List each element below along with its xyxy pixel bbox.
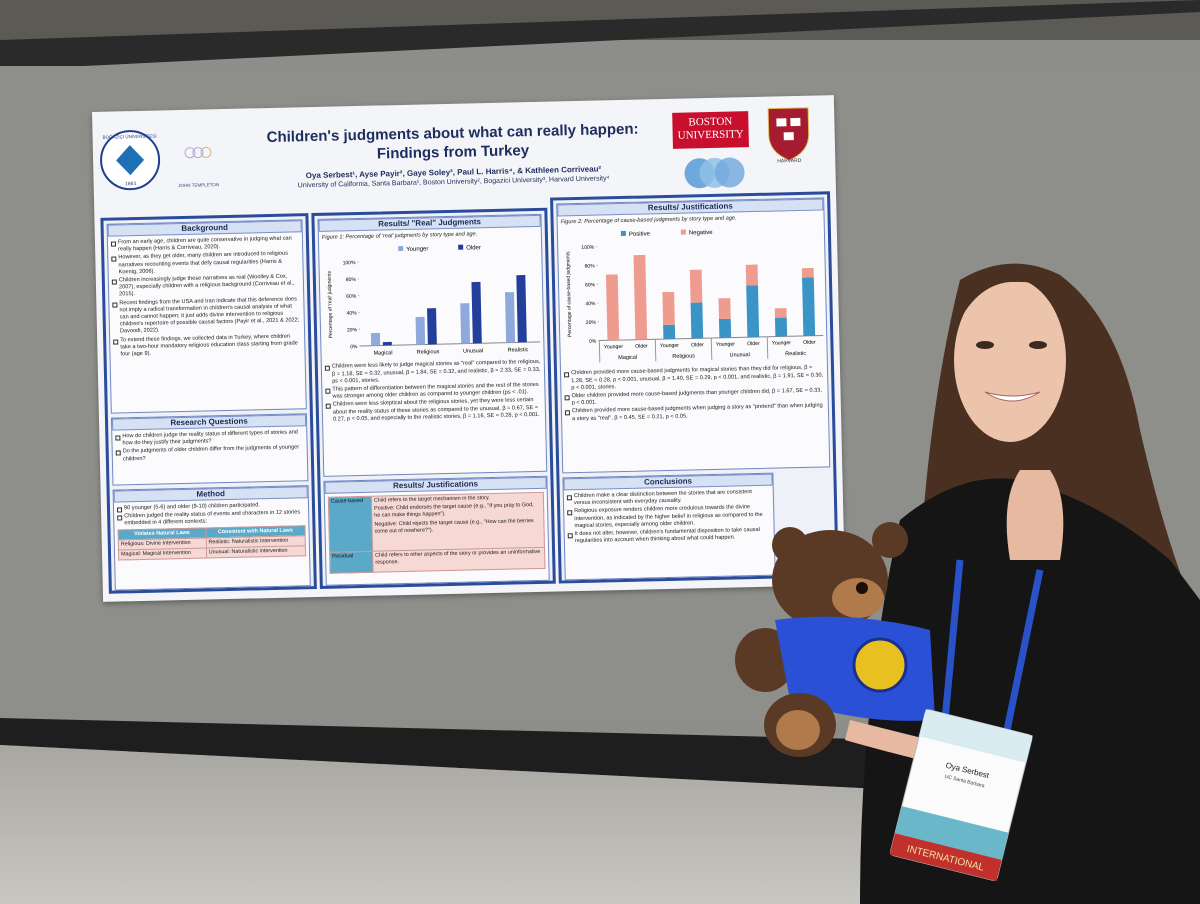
hair-top <box>955 277 1075 330</box>
badge-top <box>919 709 1033 763</box>
y-tick-label: 20% <box>586 320 597 326</box>
bar-segment <box>745 264 758 286</box>
harvard-name: HARVARD <box>777 158 802 165</box>
x-tick-label: Realistic <box>508 347 529 353</box>
bar-segment <box>801 268 814 278</box>
x-tick-label: Older <box>635 344 648 350</box>
frame-top <box>0 0 1200 70</box>
frame-bottom <box>0 718 900 790</box>
bar <box>415 316 426 345</box>
x-tick-label: Older <box>803 340 816 346</box>
figure-2: Percentage of cause-based judgments 0% 20%… <box>565 229 824 363</box>
harvard-shield: HARVARD <box>767 107 810 165</box>
legend-label: Older <box>466 245 481 251</box>
bar-segment <box>690 302 704 339</box>
bar-segment <box>746 285 760 338</box>
smile <box>984 391 1041 402</box>
bear-ear <box>872 522 908 558</box>
sponsor-name: JOHN TEMPLETON <box>178 182 219 188</box>
bear-snout <box>832 578 884 618</box>
y-axis-label: Percentage of cause-based judgments <box>565 251 573 337</box>
bar-segment <box>718 318 732 339</box>
x-tick-label: Younger <box>660 343 680 349</box>
x-group-label: Realistic <box>785 351 806 357</box>
seal-name: BOĞAZİÇİ ÜNİVERSİTESİ <box>102 133 156 140</box>
bar <box>471 282 482 344</box>
legend-label: Negative <box>689 230 713 237</box>
justification-results-section: Results/ Justifications Figure 2: Percen… <box>556 197 831 474</box>
figure-1: Percentage of 'real' judgments 0% 20% 40% 60… <box>327 244 541 357</box>
legend-swatch <box>620 231 626 237</box>
x-tick-label: Younger <box>772 340 792 346</box>
real-results-section: Results/ "Real" Judgments Figure 1: Perc… <box>317 213 548 477</box>
bar-segment <box>663 324 676 340</box>
y-tick-label: 80% <box>585 264 596 270</box>
eye <box>976 341 994 349</box>
badge-band <box>895 806 1009 860</box>
x-group-label: Magical <box>618 355 637 361</box>
lab-logo <box>684 157 745 189</box>
badge-ribbon <box>889 833 1002 882</box>
face <box>954 278 1066 442</box>
x-tick-label: Unusual <box>463 348 483 354</box>
badge: Oya Serbest UC Santa Barbara INTERNATION… <box>889 709 1033 882</box>
y-tick-label: 40% <box>585 301 596 307</box>
y-tick-label: 40% <box>347 311 358 317</box>
bar-segment <box>689 269 703 303</box>
bar <box>516 275 527 343</box>
bar <box>460 303 471 344</box>
y-tick-label: 100% <box>581 245 594 251</box>
bar-segment <box>605 274 620 341</box>
x-tick-label: Older <box>691 342 704 348</box>
bar-segment <box>633 255 648 340</box>
bear-ear <box>772 527 808 563</box>
floor <box>0 745 900 904</box>
y-tick-label: 60% <box>346 294 357 300</box>
hand <box>845 720 930 760</box>
bear-nose <box>856 582 868 594</box>
middle-column: Results/ "Real" Judgments Figure 1: Perc… <box>311 207 556 589</box>
x-tick-label: Younger <box>604 344 624 350</box>
seal-year: 1863 <box>125 181 136 187</box>
y-tick-label: 80% <box>346 277 357 283</box>
legend-label: Younger <box>406 247 428 254</box>
bar-segment <box>802 277 816 337</box>
y-tick-label: 20% <box>347 327 358 333</box>
y-axis-label: Percentage of 'real' judgments <box>327 271 335 339</box>
y-tick-label: 0% <box>589 339 597 345</box>
x-group-label: Unusual <box>730 352 750 358</box>
shirt-emblem <box>852 637 908 693</box>
neck <box>1006 470 1064 560</box>
x-tick-label: Religious <box>417 349 440 356</box>
lanyard <box>941 559 1044 741</box>
seal: BOĞAZİÇİ ÜNİVERSİTESİ 1863 <box>100 130 161 191</box>
x-group-label: Religious <box>672 354 695 361</box>
legend-swatch <box>680 229 686 235</box>
legend-label: Positive <box>629 232 651 238</box>
x-tick-label: Younger <box>716 342 736 348</box>
y-tick-label: 100% <box>343 260 356 266</box>
x-tick-label: Magical <box>374 350 393 356</box>
bar-segment <box>774 317 788 337</box>
eye <box>1029 341 1047 349</box>
y-tick-label: 0% <box>350 344 358 350</box>
bar-segment <box>662 292 675 326</box>
bar <box>382 342 392 346</box>
bar <box>427 308 437 345</box>
bar-segment <box>774 308 787 318</box>
poster: BOĞAZİÇİ ÜNİVERSİTESİ 1863 JOHN TEMPLETO… <box>92 95 845 602</box>
bar-segment <box>718 298 731 320</box>
bar <box>505 292 516 343</box>
legend-swatch <box>458 244 464 250</box>
bear-foot <box>776 710 820 750</box>
right-column: Results/ Justifications Figure 2: Percen… <box>550 191 839 584</box>
legend-swatch <box>398 246 404 252</box>
y-tick-label: 60% <box>585 282 596 288</box>
x-tick-label: Older <box>747 341 760 347</box>
bar <box>370 333 381 346</box>
templeton-logo: JOHN TEMPLETON <box>178 146 219 188</box>
